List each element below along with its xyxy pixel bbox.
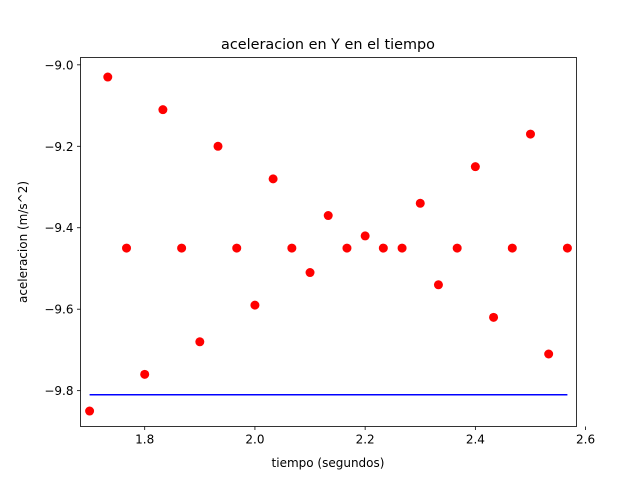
data-point [85,406,95,416]
data-point [323,211,333,221]
x-axis: 1.8 2.0 2.2 2.4 2.6 [135,426,595,447]
plot-area [85,72,572,416]
data-point [287,243,297,253]
data-point [378,243,388,253]
data-point [415,198,425,208]
x-tick-label: 2.0 [245,433,264,447]
data-point [489,312,499,322]
data-point [562,243,572,253]
data-point [433,280,443,290]
x-tick-label: 1.8 [135,433,154,447]
x-tick-label: 2.2 [356,433,375,447]
y-tick-label: −9.6 [44,303,73,317]
x-axis-label: tiempo (segundos) [272,456,385,470]
data-point [397,243,407,253]
data-point [305,268,315,278]
y-axis-label: aceleracion (m/s^2) [16,181,30,303]
data-point [103,72,113,82]
data-point [158,105,168,115]
data-point [452,243,462,253]
data-point [232,243,242,253]
x-tick-label: 2.6 [576,433,595,447]
data-point [525,129,535,139]
x-tick-label: 2.4 [466,433,485,447]
y-tick-label: −9.2 [44,140,73,154]
y-tick-label: −9.8 [44,384,73,398]
data-point [140,369,150,379]
data-point [250,300,260,310]
data-point [268,174,278,184]
data-point [470,162,480,172]
data-point [507,243,517,253]
y-tick-label: −9.0 [44,58,73,72]
data-point [122,243,132,253]
data-point [360,231,370,241]
y-tick-label: −9.4 [44,221,73,235]
data-point [213,141,223,151]
data-point [342,243,352,253]
chart-title: aceleracion en Y en el tiempo [221,37,435,53]
data-point [544,349,554,359]
data-point [195,337,205,347]
y-axis: −9.8 −9.6 −9.4 −9.2 −9.0 [44,58,81,398]
plot-frame [80,57,577,427]
data-point [177,243,187,253]
